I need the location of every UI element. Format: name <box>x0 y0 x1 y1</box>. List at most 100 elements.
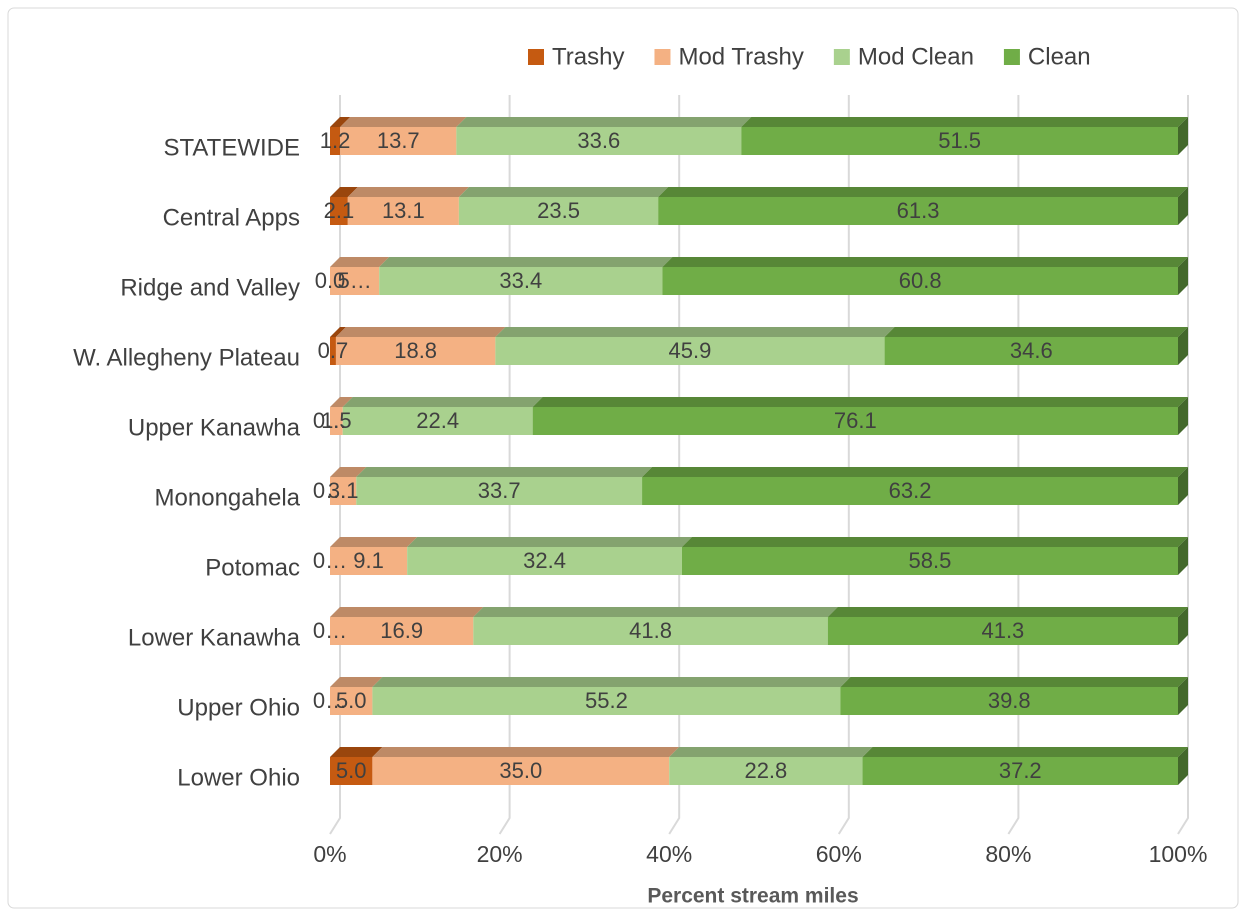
x-tick-label: 60% <box>816 841 862 867</box>
data-label: 41.8 <box>629 618 672 643</box>
legend-label: Clean <box>1028 43 1091 70</box>
data-label: 5… <box>337 268 371 293</box>
data-label: 22.4 <box>416 408 459 433</box>
bar-side <box>1178 397 1188 435</box>
bar-top <box>642 467 1188 477</box>
bar-top <box>372 747 680 757</box>
data-label: 23.5 <box>537 198 580 223</box>
bar <box>372 687 841 715</box>
y-tick-label: Lower Kanawha <box>128 624 301 651</box>
data-label: 0… <box>313 478 347 503</box>
bar-top <box>662 257 1188 267</box>
bar <box>372 757 670 785</box>
bar-top <box>330 117 351 127</box>
bar <box>681 547 1178 575</box>
bar-side <box>1178 467 1188 505</box>
data-label: 39.8 <box>988 688 1031 713</box>
bar-side <box>1178 537 1188 575</box>
bar <box>862 757 1178 785</box>
data-label: 34.6 <box>1010 338 1053 363</box>
bar <box>532 407 1178 435</box>
bar <box>340 127 457 155</box>
bar-top <box>884 327 1188 337</box>
data-label: 13.7 <box>377 128 420 153</box>
data-label: 0… <box>313 618 347 643</box>
bar-top <box>330 397 353 407</box>
bar-top <box>407 537 692 547</box>
bar <box>356 477 643 505</box>
bar-top <box>658 187 1188 197</box>
y-tick-label: Upper Ohio <box>177 694 300 721</box>
bar-top <box>356 467 653 477</box>
bar-top <box>372 677 851 687</box>
bar <box>407 547 682 575</box>
bar-side <box>1178 747 1188 785</box>
bar <box>330 687 373 715</box>
legend-label: Mod Trashy <box>678 43 803 70</box>
bar-top <box>330 257 390 267</box>
data-label: 58.5 <box>909 548 952 573</box>
data-label: 0… <box>313 548 347 573</box>
data-label: 0… <box>313 408 347 433</box>
y-tick-label: Monongahela <box>155 484 301 511</box>
bar-top <box>330 537 418 547</box>
bar <box>669 757 863 785</box>
data-label: 22.8 <box>744 758 787 783</box>
bar-top <box>669 747 873 757</box>
bar-top <box>473 607 838 617</box>
data-label: 0.0 <box>315 268 346 293</box>
data-label: 63.2 <box>889 478 932 503</box>
bar-top <box>456 117 752 127</box>
bar <box>473 617 828 645</box>
legend-swatch <box>654 49 671 65</box>
bar-top <box>741 117 1188 127</box>
x-tick-label: 80% <box>985 841 1031 867</box>
data-label: 0… <box>313 688 347 713</box>
bar <box>347 197 459 225</box>
bar <box>342 407 533 435</box>
bar <box>330 757 373 785</box>
data-label: 37.2 <box>999 758 1042 783</box>
bar <box>662 267 1178 295</box>
legend-label: Mod Clean <box>858 43 974 70</box>
data-label: 61.3 <box>897 198 940 223</box>
bar <box>330 617 474 645</box>
bar-top <box>330 187 358 197</box>
data-label: 51.5 <box>938 128 981 153</box>
bar <box>827 617 1178 645</box>
bar <box>884 337 1178 365</box>
data-label: 9.1 <box>353 548 384 573</box>
bar <box>330 547 408 575</box>
bar <box>642 477 1178 505</box>
bar-side <box>1178 607 1188 645</box>
data-label: 3.1 <box>328 478 359 503</box>
data-label: 2.1 <box>324 198 355 223</box>
bar-top <box>340 117 467 127</box>
x-tick-label: 100% <box>1149 841 1208 867</box>
bar <box>330 127 341 155</box>
x-tick-label: 20% <box>477 841 523 867</box>
bar-top <box>681 537 1188 547</box>
bar <box>330 407 343 435</box>
data-label: 16.9 <box>380 618 423 643</box>
bar-top <box>330 607 484 617</box>
data-label: 76.1 <box>834 408 877 433</box>
bar-side <box>1178 677 1188 715</box>
bar <box>330 337 336 365</box>
bar-top <box>330 467 367 477</box>
bar <box>840 687 1178 715</box>
data-label: 55.2 <box>585 688 628 713</box>
x-tick-label: 0% <box>313 841 346 867</box>
bar <box>456 127 742 155</box>
legend-label: Trashy <box>552 43 624 70</box>
bar <box>335 337 496 365</box>
bar <box>330 267 380 295</box>
bar <box>658 197 1178 225</box>
data-label: 60.8 <box>899 268 942 293</box>
bar <box>379 267 663 295</box>
data-label: 45.9 <box>669 338 712 363</box>
data-label: 18.8 <box>394 338 437 363</box>
bar-top <box>840 677 1188 687</box>
y-tick-label: Ridge and Valley <box>120 274 300 301</box>
